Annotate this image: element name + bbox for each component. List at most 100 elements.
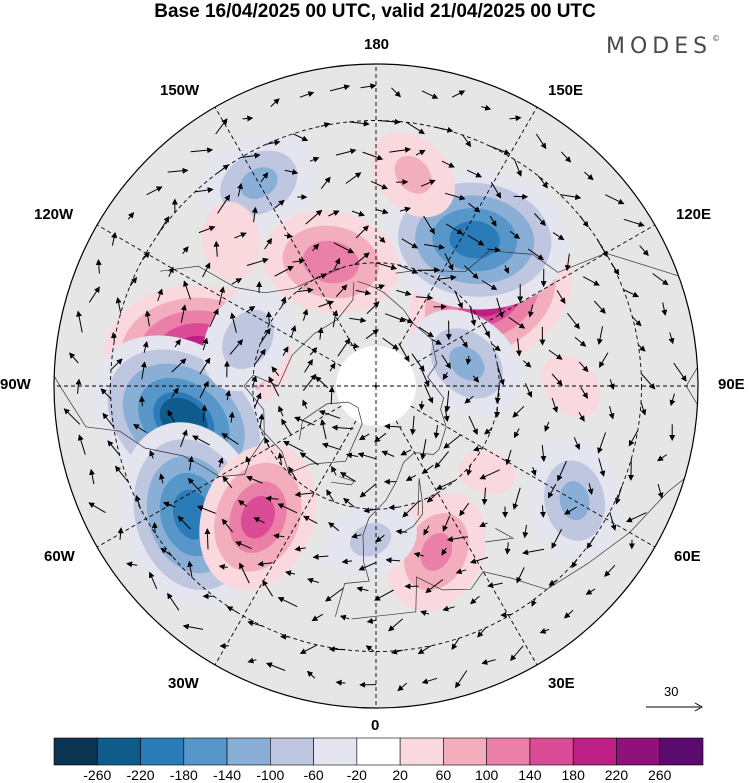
wind-arrow	[467, 234, 485, 246]
polar-stereographic-map	[53, 63, 699, 709]
wind-arrow	[573, 437, 581, 451]
wind-arrow	[303, 515, 318, 524]
wind-arrow	[661, 302, 668, 316]
wind-arrow	[585, 588, 596, 595]
wind-arrow	[239, 562, 250, 584]
wind-arrow	[593, 300, 606, 314]
wind-arrow	[605, 194, 625, 205]
wind-arrow	[182, 623, 204, 630]
lon-label-60e: 60E	[674, 548, 701, 565]
wind-arrow	[604, 564, 616, 577]
wind-arrow	[217, 194, 231, 214]
wind-arrow	[141, 251, 150, 261]
wind-arrow	[420, 179, 436, 187]
wind-arrow	[468, 415, 478, 436]
wind-arrow	[177, 515, 191, 530]
wind-arrow	[435, 479, 456, 490]
colorbar-swatch	[313, 737, 358, 766]
map-boundary	[53, 63, 699, 709]
wind-arrow	[299, 452, 319, 466]
wind-arrow	[490, 181, 502, 199]
colorbar-tick-label: 220	[604, 767, 629, 783]
wind-arrow	[102, 412, 115, 428]
colorbar	[53, 737, 704, 766]
wind-arrow	[201, 404, 208, 422]
colorbar-swatch	[572, 737, 617, 766]
colorbar-tick-label: 260	[648, 767, 672, 783]
wind-arrow	[415, 294, 434, 301]
wind-arrow	[445, 192, 466, 201]
wind-arrow	[472, 445, 483, 452]
wind-arrow	[253, 517, 265, 524]
wind-arrow	[564, 506, 577, 515]
wind-arrow	[512, 405, 525, 418]
wind-arrow	[514, 159, 522, 177]
lon-label-30w: 30W	[168, 675, 199, 692]
wind-arrow	[384, 313, 406, 323]
wind-vectors	[63, 83, 687, 692]
wind-arrow	[294, 491, 315, 498]
wind-arrow	[358, 562, 377, 571]
wind-arrow	[282, 346, 289, 357]
wind-scale-arrow	[646, 702, 704, 712]
wind-arrow	[312, 553, 329, 560]
wind-arrow	[133, 423, 147, 433]
wind-arrow	[359, 483, 377, 498]
lon-label-120w: 120W	[34, 206, 74, 223]
colorbar-tick-label: 100	[474, 767, 499, 783]
wind-arrow	[446, 536, 468, 543]
wind-arrow	[306, 670, 316, 679]
wind-arrow	[563, 609, 574, 619]
wind-arrow	[171, 387, 179, 398]
wind-arrow	[586, 536, 596, 550]
wind-arrow	[115, 297, 122, 314]
wind-arrow	[229, 339, 244, 355]
wind-arrow	[446, 223, 464, 235]
wind-arrow	[345, 452, 358, 459]
wind-arrow	[460, 336, 468, 349]
wind-arrow	[299, 644, 318, 654]
wind-arrow	[345, 172, 362, 184]
lon-label-90e: 90E	[718, 376, 745, 393]
wind-arrow	[358, 433, 370, 441]
map-title: Base 16/04/2025 00 UTC, valid 21/04/2025…	[154, 1, 596, 22]
wind-arrow	[413, 551, 424, 558]
wind-arrow	[271, 366, 280, 377]
wind-arrow	[142, 341, 149, 353]
wind-arrow	[194, 187, 214, 194]
wind-arrow	[469, 306, 477, 327]
wind-arrow	[231, 278, 243, 285]
wind-arrow	[522, 360, 532, 368]
wind-arrow	[494, 385, 501, 404]
wind-arrow	[180, 429, 188, 448]
wind-arrow	[245, 455, 251, 465]
wind-arrow	[259, 327, 271, 345]
wind-arrow	[615, 485, 623, 505]
wind-arrow	[391, 648, 403, 655]
wind-arrow	[578, 412, 585, 422]
wind-arrow	[464, 395, 474, 404]
wind-arrow	[596, 238, 608, 258]
wind-arrow	[215, 118, 228, 135]
wind-arrow	[315, 376, 329, 389]
wind-arrow	[88, 502, 106, 514]
wind-arrow	[608, 379, 615, 390]
wind-arrow	[377, 118, 401, 125]
wind-arrow	[522, 548, 545, 556]
lon-label-150w: 150W	[160, 82, 200, 99]
colorbar-swatch	[270, 737, 314, 766]
wind-arrow	[265, 311, 272, 325]
wind-arrow	[357, 452, 377, 460]
wind-arrow	[281, 418, 292, 436]
wind-arrow	[265, 495, 279, 502]
wind-arrow	[366, 301, 380, 315]
colorbar-swatch	[183, 737, 228, 766]
wind-arrow	[337, 338, 351, 357]
wind-arrow	[88, 286, 100, 303]
wind-arrow	[579, 215, 589, 228]
wind-arrow	[567, 312, 580, 330]
wind-arrow	[418, 326, 434, 338]
wind-arrow	[160, 547, 173, 557]
wind-arrow	[280, 296, 287, 307]
colorbar-swatch	[659, 737, 704, 766]
